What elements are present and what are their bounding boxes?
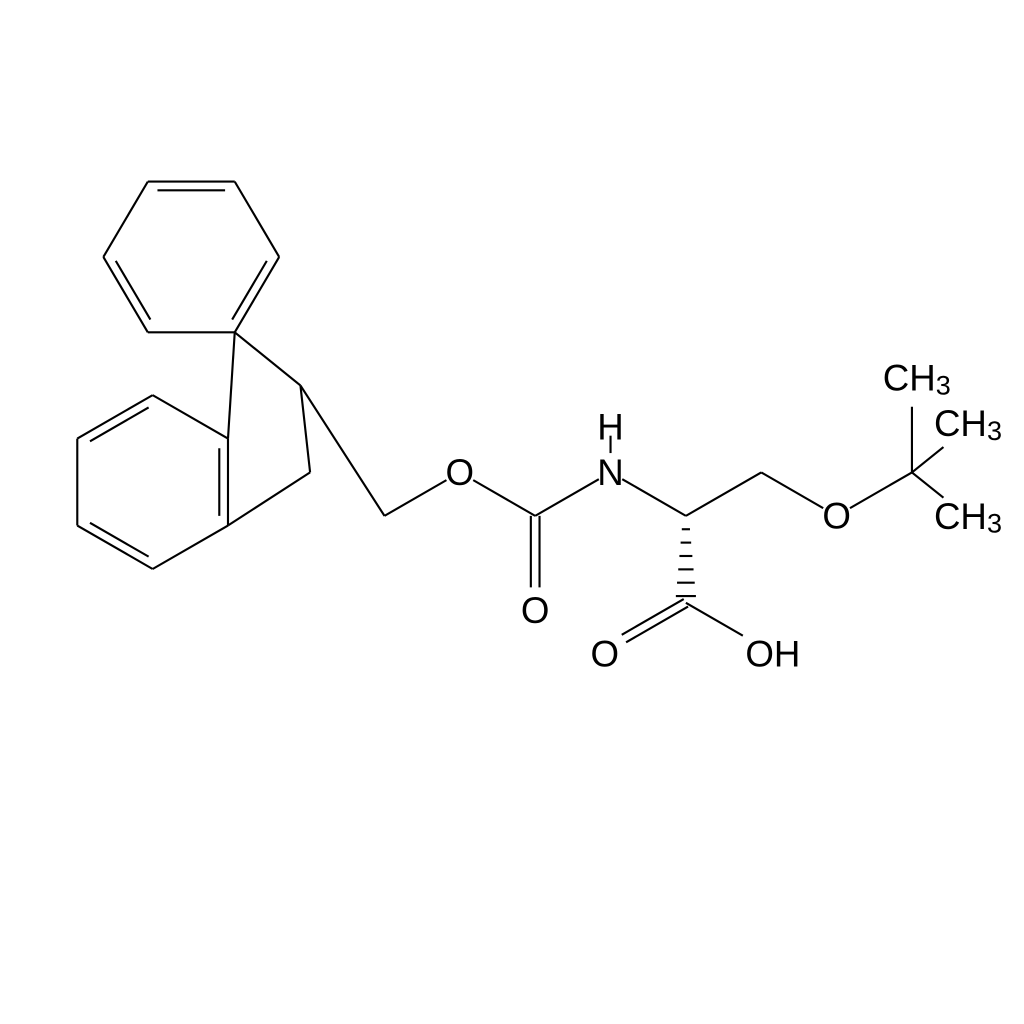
bond-line — [232, 261, 267, 320]
bond-line — [912, 472, 944, 497]
bond-line — [235, 332, 301, 385]
atom-label-CH3_1: CH3 — [883, 357, 951, 400]
bond-line — [90, 407, 149, 441]
bond-line — [473, 480, 535, 516]
bond-line — [228, 332, 235, 438]
bond-line — [228, 472, 310, 525]
chemical-structure-diagram: OONHOOHOCH3CH3CH3 — [0, 0, 1024, 1024]
bond-line — [77, 526, 152, 569]
bond-line — [103, 182, 147, 257]
bond-line — [235, 257, 279, 332]
bond-line — [535, 479, 599, 516]
bond-line — [686, 472, 761, 515]
bond-line — [77, 395, 152, 438]
atom-label-N: N — [597, 452, 624, 493]
bond-line — [912, 447, 944, 472]
bond-line — [622, 599, 684, 635]
bond-line — [686, 603, 743, 636]
bond-line — [622, 479, 686, 516]
bond-line — [235, 182, 279, 257]
bond-line — [103, 257, 147, 332]
bond-line — [153, 395, 228, 438]
bond-line — [116, 261, 151, 320]
atom-label-CH3_3: CH3 — [934, 495, 1002, 538]
atom-label-OH: OH — [745, 634, 800, 675]
bond-line — [90, 523, 149, 557]
atom-label-O_carbonyl: O — [521, 590, 550, 631]
bond-line — [384, 480, 446, 516]
bond-line — [761, 472, 823, 508]
atom-label-O_cooh_dbl: O — [590, 634, 619, 675]
bond-line — [626, 607, 688, 643]
bond-line — [300, 385, 384, 515]
atom-label-O_tbu: O — [822, 495, 851, 536]
bond-line — [153, 526, 228, 569]
atom-label-CH3_2: CH3 — [934, 403, 1002, 446]
atom-label-O_ester: O — [446, 452, 475, 493]
bond-line — [850, 472, 912, 508]
